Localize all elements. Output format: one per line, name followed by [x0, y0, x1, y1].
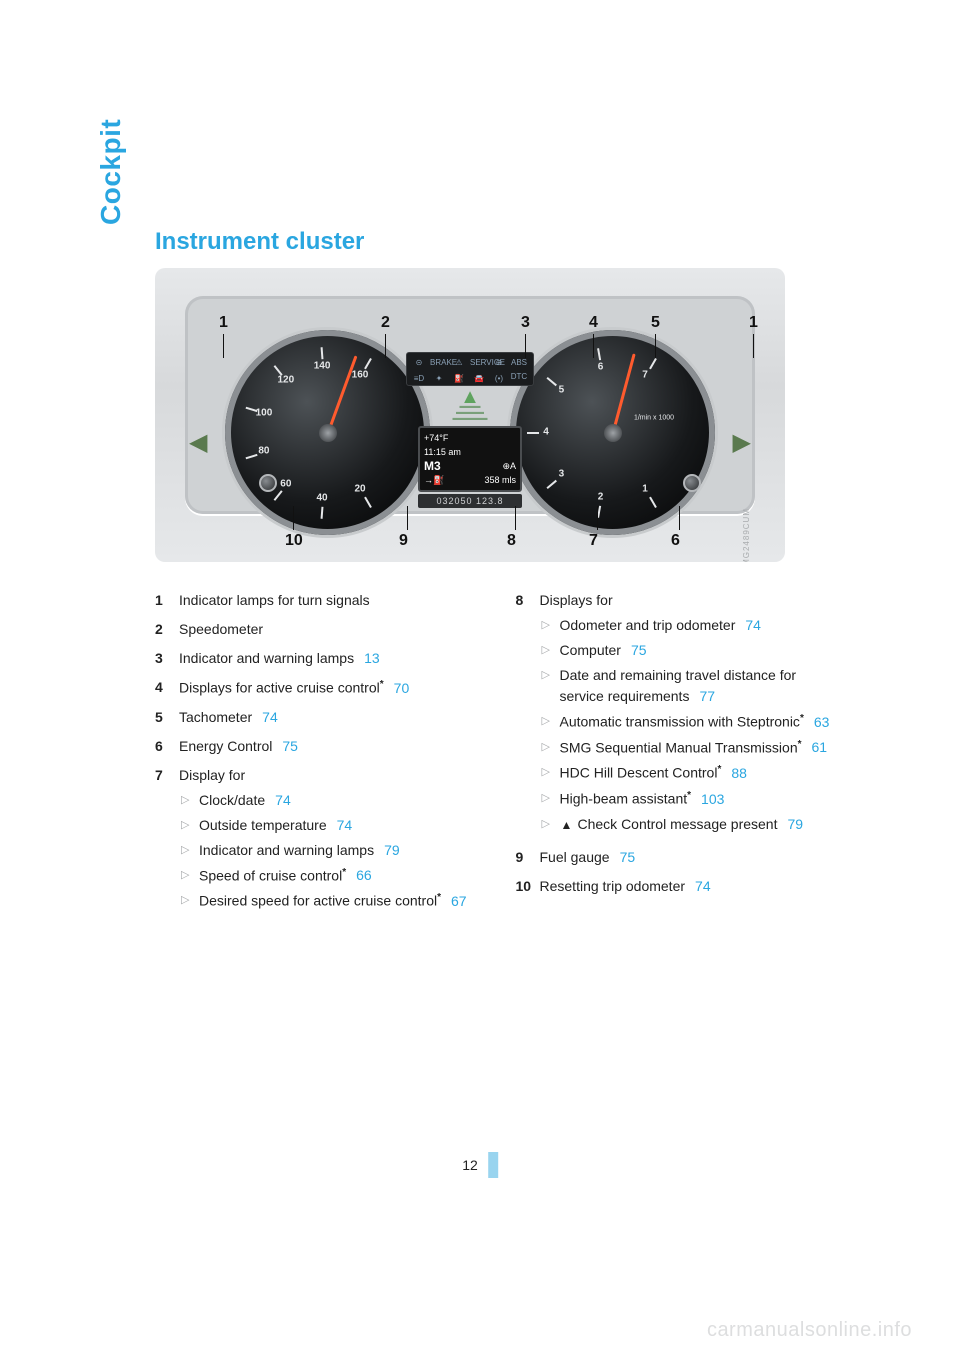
warning-lamp-bar: ⊝BRAKE⚠SERVICE⊕ABS DTC≡D✦⛽🚘(•): [406, 352, 534, 386]
legend-subitem: ▷HDC Hill Descent Control*88: [540, 762, 841, 784]
legend-subitem: ▷Indicator and warning lamps79: [179, 840, 480, 861]
hud-icon: ▲ ▬▬▬▬▬▬▬▬▬▬▬▬: [410, 390, 530, 422]
page-title: Instrument cluster: [155, 228, 840, 256]
legend-item-5: 5Tachometer74: [155, 707, 480, 728]
legend-item-6: 6Energy Control75: [155, 736, 480, 757]
page-link[interactable]: 66: [356, 867, 372, 883]
triangle-icon: ▷: [540, 640, 560, 661]
callout-6: 6: [671, 532, 680, 550]
page-link[interactable]: 13: [364, 650, 380, 666]
legend-subitem: ▷Automatic transmission with Steptronic*…: [540, 711, 841, 733]
triangle-icon: ▷: [540, 665, 560, 707]
callout-4: 4: [589, 314, 598, 332]
triangle-icon: ▷: [540, 615, 560, 636]
right-knob: [683, 474, 701, 492]
legend-subitem: ▷Desired speed for active cruise control…: [179, 890, 480, 912]
page-link[interactable]: 75: [620, 849, 636, 865]
callout-2: 2: [381, 314, 390, 332]
legend-subitem: ▷Computer75: [540, 640, 841, 661]
triangle-icon: ▷: [179, 840, 199, 861]
lcd-display: +74°F 11:15 am M3⊕A →⛽358 mls: [418, 426, 522, 492]
page-link[interactable]: 63: [814, 714, 830, 730]
content-area: Instrument cluster ◀ ▶ 20406080100120140…: [155, 228, 840, 924]
triangle-icon: ▷: [540, 711, 560, 733]
legend-item-9: 9Fuel gauge75: [516, 847, 841, 868]
center-stack: ⊝BRAKE⚠SERVICE⊕ABS DTC≡D✦⛽🚘(•) ▲ ▬▬▬▬▬▬▬…: [395, 352, 545, 508]
page-link[interactable]: 103: [701, 791, 724, 807]
page-link[interactable]: 74: [262, 709, 278, 725]
page-link[interactable]: 70: [394, 680, 410, 696]
legend-subitem: ▷▲Check Control message present79: [540, 814, 841, 835]
page-link[interactable]: 88: [731, 765, 747, 781]
turn-signal-left-icon: ◀: [189, 428, 207, 457]
legend-subitem: ▷Speed of cruise control*66: [179, 865, 480, 887]
page-link[interactable]: 79: [384, 842, 400, 858]
callout-3: 3: [521, 314, 530, 332]
turn-signal-right-icon: ▶: [733, 428, 751, 457]
callout-1: 1: [219, 314, 228, 332]
page-link[interactable]: 75: [631, 642, 647, 658]
page-link[interactable]: 61: [812, 739, 828, 755]
legend-subitem: ▷High-beam assistant*103: [540, 788, 841, 810]
page-number: 12: [462, 1152, 498, 1178]
triangle-icon: ▷: [540, 737, 560, 759]
callout-7: 7: [589, 532, 598, 550]
legend-subitem: ▷SMG Sequential Manual Transmission*61: [540, 737, 841, 759]
legend-subitem: ▷Odometer and trip odometer74: [540, 615, 841, 636]
page-link[interactable]: 74: [695, 878, 711, 894]
legend-item-2: 2Speedometer: [155, 619, 480, 640]
triangle-icon: ▷: [179, 890, 199, 912]
callout-5: 5: [651, 314, 660, 332]
legend-right: 8Displays for▷Odometer and trip odometer…: [516, 590, 841, 924]
page-link[interactable]: 75: [282, 738, 298, 754]
callout-1: 1: [749, 314, 758, 332]
triangle-icon: ▷: [540, 788, 560, 810]
section-tab: Cockpit: [95, 119, 127, 225]
page-link[interactable]: 74: [745, 617, 761, 633]
watermark: carmanualsonline.info: [707, 1319, 912, 1342]
legend-subitem: ▷Outside temperature74: [179, 815, 480, 836]
callout-10: 10: [285, 532, 303, 550]
page-link[interactable]: 74: [275, 792, 291, 808]
triangle-icon: ▷: [179, 865, 199, 887]
instrument-cluster-figure: ◀ ▶ 20406080100120140160 12345671/min x …: [155, 268, 785, 562]
page-link[interactable]: 79: [788, 816, 804, 832]
callout-8: 8: [507, 532, 516, 550]
legend-item-4: 4Displays for active cruise control*70: [155, 677, 480, 699]
legend-left: 1Indicator lamps for turn signals 2Speedo…: [155, 590, 480, 924]
triangle-icon: ▷: [179, 790, 199, 811]
cluster-panel: ◀ ▶ 20406080100120140160 12345671/min x …: [185, 296, 755, 514]
triangle-icon: ▷: [540, 762, 560, 784]
trip-reset-knob: [259, 474, 277, 492]
legend-columns: 1Indicator lamps for turn signals 2Speedo…: [155, 590, 840, 924]
legend-item-7: 7Display for▷Clock/date74▷Outside temper…: [155, 765, 480, 916]
legend-item-10: 10Resetting trip odometer74: [516, 876, 841, 897]
legend-item-8: 8Displays for▷Odometer and trip odometer…: [516, 590, 841, 839]
page-marker: [488, 1152, 498, 1178]
legend-item-1: 1Indicator lamps for turn signals: [155, 590, 480, 611]
triangle-icon: ▷: [179, 815, 199, 836]
page-link[interactable]: 67: [451, 893, 467, 909]
odometer: 032050 123.8: [418, 494, 522, 508]
page-link[interactable]: 74: [337, 817, 353, 833]
legend-subitem: ▷Date and remaining travel distance for …: [540, 665, 841, 707]
callout-9: 9: [399, 532, 408, 550]
legend-item-3: 3Indicator and warning lamps13: [155, 648, 480, 669]
page: Cockpit Instrument cluster ◀ ▶ 204060801…: [0, 0, 960, 1358]
legend-subitem: ▷Clock/date74: [179, 790, 480, 811]
warning-icon: ▲: [560, 816, 574, 834]
page-link[interactable]: 77: [699, 688, 715, 704]
triangle-icon: ▷: [540, 814, 560, 835]
figure-ref-code: MG2489CUM: [742, 508, 751, 562]
